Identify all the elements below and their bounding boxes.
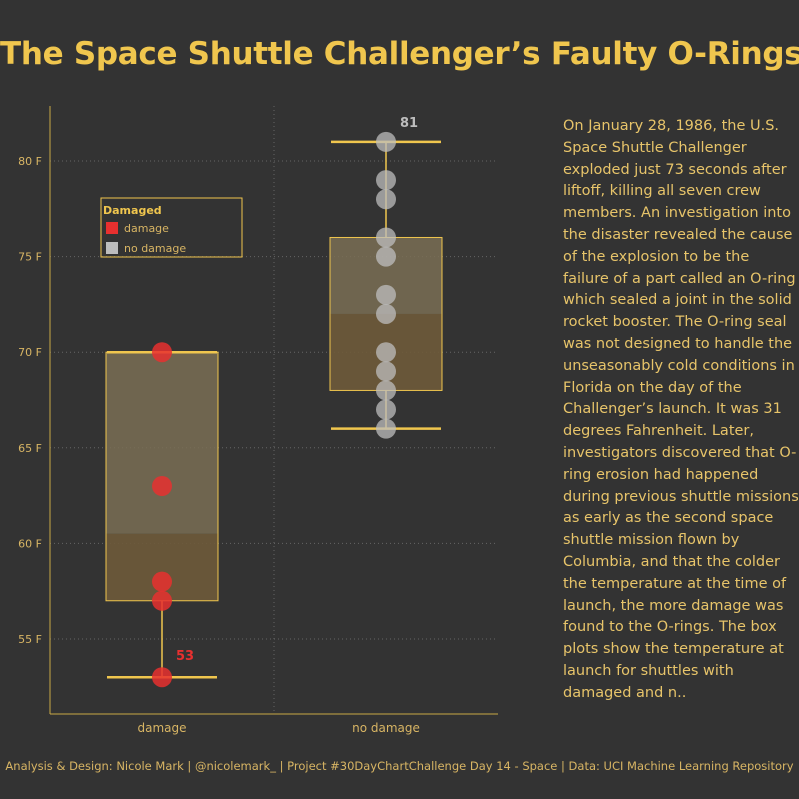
- data-point-no-damage: [376, 227, 396, 248]
- footer-credits: Analysis & Design: Nicole Mark | @nicole…: [5, 759, 794, 773]
- x-category-label: damage: [137, 721, 186, 735]
- y-tick-label: 55 F: [18, 633, 42, 646]
- data-point-no-damage: [376, 303, 396, 324]
- description-text: On January 28, 1986, the U.S. Space Shut…: [563, 118, 799, 701]
- data-point-no-damage: [376, 246, 396, 267]
- axes: [49, 106, 498, 715]
- data-point-no-damage: [376, 189, 396, 210]
- data-point-damage: [152, 667, 172, 688]
- data-points: [152, 131, 396, 688]
- data-point-no-damage: [376, 361, 396, 382]
- data-point-no-damage: [376, 284, 396, 305]
- gridlines: [50, 106, 498, 714]
- legend-title: Damaged: [103, 204, 162, 217]
- y-tick-label: 70 F: [18, 346, 42, 359]
- value-annotation: 53: [176, 649, 194, 664]
- legend-label: damage: [124, 222, 169, 235]
- data-point-damage: [152, 476, 172, 497]
- data-point-no-damage: [376, 399, 396, 420]
- value-annotation: 81: [400, 116, 418, 131]
- legend-swatch: [106, 242, 118, 254]
- data-point-no-damage: [376, 342, 396, 363]
- data-point-no-damage: [376, 170, 396, 191]
- data-point-damage: [152, 342, 172, 363]
- annotations: 53 81: [176, 116, 418, 664]
- y-tick-label: 80 F: [18, 155, 42, 168]
- data-point-no-damage: [376, 418, 396, 439]
- legend-swatch: [106, 222, 118, 234]
- box-upper-damage: [106, 352, 218, 534]
- x-category-label: no damage: [352, 721, 420, 735]
- legend: Damaged damage no damage: [100, 197, 243, 258]
- data-point-no-damage: [376, 380, 396, 401]
- legend-box: [100, 197, 243, 258]
- data-point-damage: [152, 590, 172, 611]
- legend-label: no damage: [124, 242, 186, 255]
- y-tick-label: 65 F: [18, 442, 42, 455]
- data-point-no-damage: [376, 131, 396, 152]
- chart-title: The Space Shuttle Challenger’s Faulty O-…: [0, 36, 799, 72]
- y-tick-labels: 55 F 60 F 65 F 70 F 75 F 80 F: [18, 155, 42, 646]
- y-tick-label: 75 F: [18, 251, 42, 264]
- y-tick-label: 60 F: [18, 537, 42, 550]
- x-category-labels: damage no damage: [137, 721, 419, 735]
- data-point-damage: [152, 571, 172, 592]
